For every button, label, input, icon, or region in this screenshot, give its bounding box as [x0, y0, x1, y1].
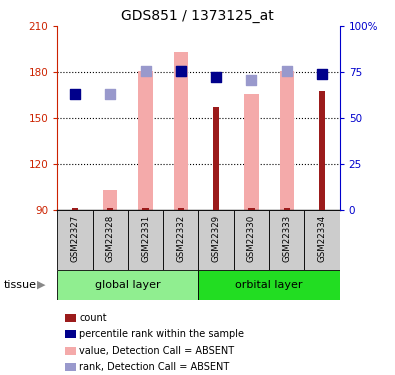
Text: GSM22330: GSM22330: [247, 215, 256, 262]
Point: [213, 74, 219, 80]
Text: GSM22327: GSM22327: [70, 215, 79, 262]
Point: [248, 77, 255, 83]
Bar: [305, 210, 340, 270]
Point: [178, 68, 184, 74]
Point: [319, 71, 325, 77]
Bar: [142, 208, 149, 210]
Point: [72, 91, 78, 97]
Bar: [284, 208, 290, 210]
Point: [178, 68, 184, 74]
Bar: [199, 270, 340, 300]
Text: tissue: tissue: [4, 280, 37, 290]
Point: [107, 91, 113, 97]
Bar: [234, 210, 269, 270]
Text: GSM22331: GSM22331: [141, 215, 150, 262]
Text: GDS851 / 1373125_at: GDS851 / 1373125_at: [121, 9, 274, 23]
Bar: [280, 70, 294, 210]
Bar: [57, 270, 199, 300]
Text: GSM22328: GSM22328: [106, 215, 115, 262]
Text: count: count: [79, 313, 107, 322]
Text: GSM22332: GSM22332: [176, 215, 185, 262]
Bar: [103, 190, 117, 210]
Bar: [199, 210, 234, 270]
Text: rank, Detection Call = ABSENT: rank, Detection Call = ABSENT: [79, 362, 229, 372]
Bar: [174, 52, 188, 210]
Bar: [128, 210, 163, 270]
Bar: [57, 210, 92, 270]
Text: GSM22329: GSM22329: [212, 215, 221, 262]
Bar: [248, 208, 255, 210]
Text: ▶: ▶: [37, 280, 45, 290]
Bar: [163, 210, 198, 270]
Text: orbital layer: orbital layer: [235, 280, 303, 290]
Bar: [107, 208, 113, 210]
Bar: [269, 210, 305, 270]
Bar: [92, 210, 128, 270]
Text: GSM22334: GSM22334: [318, 215, 327, 262]
Bar: [178, 208, 184, 210]
Bar: [213, 107, 219, 210]
Text: GSM22333: GSM22333: [282, 215, 291, 262]
Text: percentile rank within the sample: percentile rank within the sample: [79, 329, 245, 339]
Point: [142, 68, 149, 74]
Bar: [139, 70, 152, 210]
Text: global layer: global layer: [95, 280, 161, 290]
Bar: [319, 91, 325, 210]
Text: value, Detection Call = ABSENT: value, Detection Call = ABSENT: [79, 346, 235, 355]
Bar: [245, 94, 258, 210]
Bar: [72, 208, 78, 210]
Point: [284, 68, 290, 74]
